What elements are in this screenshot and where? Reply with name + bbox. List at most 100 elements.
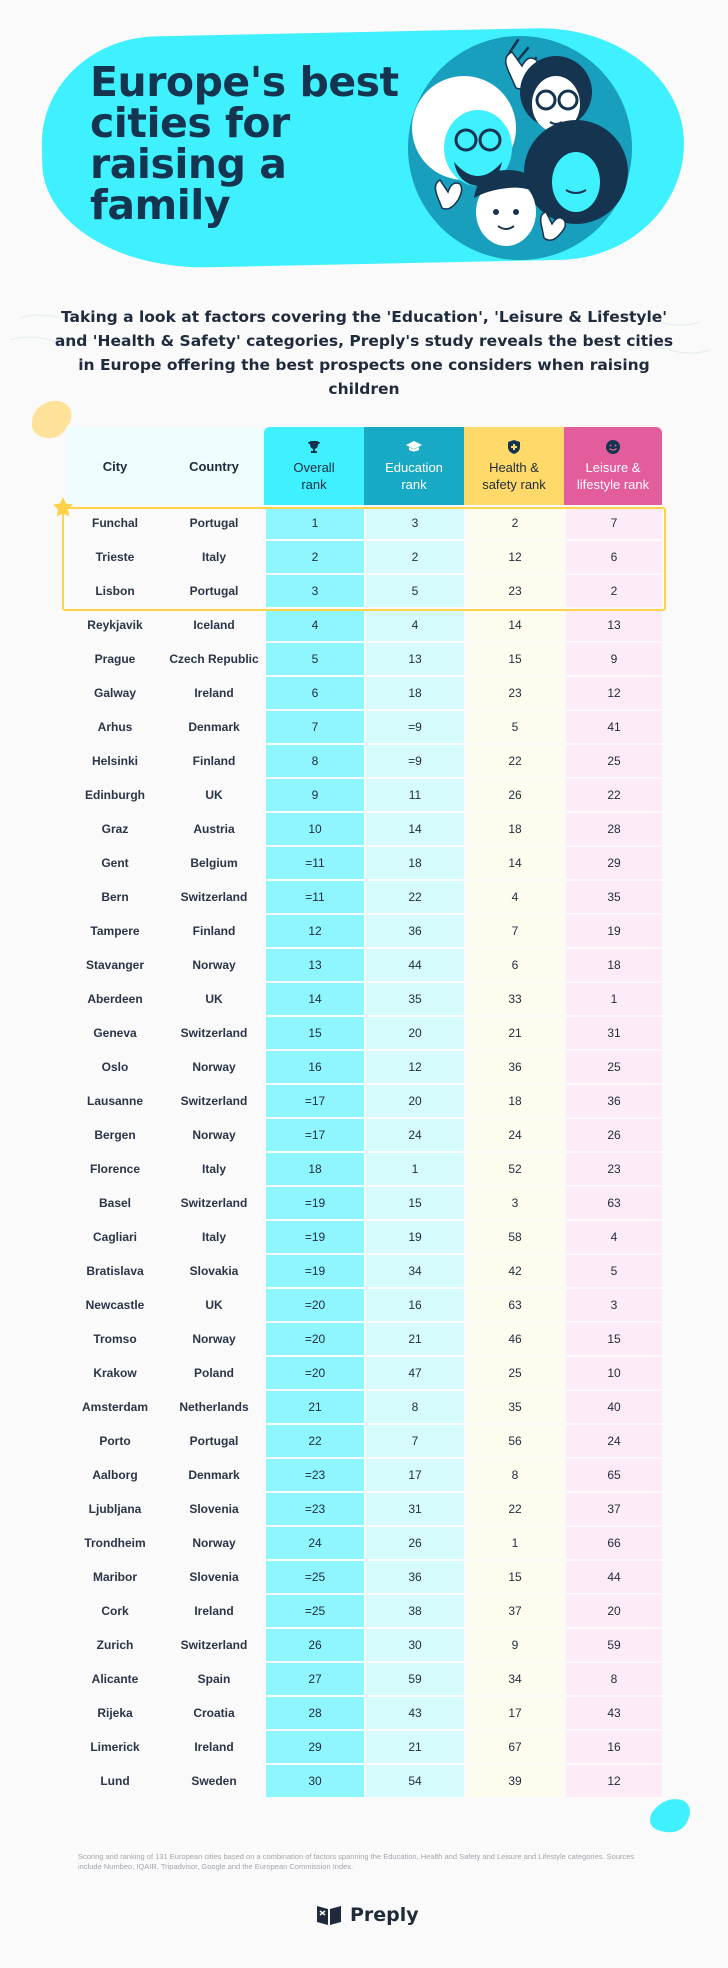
country-cell: Ireland [194,1740,234,1754]
right-hand-icon [539,211,567,241]
country-cell: Norway [192,1060,236,1074]
health-safety-rank-cell: 42 [464,1255,564,1287]
table-row: Geneva Switzerland 15 20 21 31 [66,1017,662,1051]
table-row: Trondheim Norway 24 26 1 66 [66,1527,662,1561]
city-cell: Arhus [97,720,133,734]
city-cell: Bern [101,890,129,904]
leisure-lifestyle-rank-cell: 9 [564,643,662,675]
health-safety-rank-cell: 52 [464,1153,564,1185]
health-safety-rank-cell: 1 [464,1527,564,1559]
table-row: Bratislava Slovakia =19 34 42 5 [66,1255,662,1289]
education-rank-cell: 17 [364,1459,464,1491]
overall-rank-cell: 16 [264,1051,364,1083]
header-city: City [66,427,164,505]
country-cell: Ireland [194,1604,234,1618]
education-rank-cell: =9 [364,711,464,743]
education-rank-cell: 19 [364,1221,464,1253]
leisure-lifestyle-rank-cell: 19 [564,915,662,947]
table-row: Stavanger Norway 13 44 6 18 [66,949,662,983]
education-rank-cell: 43 [364,1697,464,1729]
leisure-lifestyle-rank-cell: 12 [564,677,662,709]
country-cell: Czech Republic [169,652,259,666]
city-cell: Stavanger [85,958,145,972]
education-rank-cell: 14 [364,813,464,845]
city-cell: Edinburgh [85,788,145,802]
table-row: Cagliari Italy =19 19 58 4 [66,1221,662,1255]
overall-rank-cell: 24 [264,1527,364,1559]
country-cell: Slovakia [189,1264,239,1278]
overall-rank-cell: =17 [264,1085,364,1117]
education-rank-cell: 30 [364,1629,464,1661]
health-safety-rank-cell: 56 [464,1425,564,1457]
table-row: Aberdeen UK 14 35 33 1 [66,983,662,1017]
health-safety-rank-cell: 6 [464,949,564,981]
leisure-lifestyle-rank-cell: 20 [564,1595,662,1627]
city-cell: Graz [101,822,129,836]
city-cell: Prague [94,652,136,666]
leisure-lifestyle-rank-cell: 25 [564,1051,662,1083]
leisure-lifestyle-rank-cell: 4 [564,1221,662,1253]
city-cell: Limerick [90,1740,140,1754]
background-wave-lines [9,314,711,354]
education-rank-cell: 20 [364,1017,464,1049]
country-cell: Finland [192,924,236,938]
curly-hair-woman-face [524,120,628,224]
health-safety-rank-cell: 21 [464,1017,564,1049]
header-health-safety-rank: Health & safety rank [464,427,564,505]
left-hand-icon [434,179,463,210]
education-rank-cell: 36 [364,915,464,947]
country-cell: Norway [192,1536,236,1550]
brand-name: Preply [350,1904,419,1926]
overall-rank-cell: 4 [264,609,364,641]
country-cell: Norway [192,958,236,972]
city-cell: Trondheim [84,1536,146,1550]
city-cell: Basel [98,1196,132,1210]
city-cell: Oslo [101,1060,129,1074]
education-rank-cell: 5 [364,575,464,607]
overall-rank-cell: 29 [264,1731,364,1763]
health-safety-rank-cell: 34 [464,1663,564,1695]
education-rank-cell: 16 [364,1289,464,1321]
leisure-lifestyle-rank-cell: 2 [564,575,662,607]
country-cell: Norway [192,1128,236,1142]
star-icon [53,497,73,517]
overall-rank-cell: 21 [264,1391,364,1423]
leisure-lifestyle-rank-cell: 13 [564,609,662,641]
leisure-lifestyle-rank-cell: 1 [564,983,662,1015]
table-row: Reykjavik Iceland 4 4 14 13 [66,609,662,643]
city-cell: Galway [93,686,137,700]
preply-logo-icon [317,1906,341,1925]
health-safety-rank-cell: 3 [464,1187,564,1219]
table-row: Graz Austria 10 14 18 28 [66,813,662,847]
health-safety-rank-cell: 14 [464,609,564,641]
leisure-lifestyle-rank-cell: 5 [564,1255,662,1287]
brand-footer: Preply [316,1900,419,1930]
overall-rank-cell: 28 [264,1697,364,1729]
table-body: Funchal Portugal 1 3 2 7 Trieste Italy 2 2 12 6 Lisb… [62,507,666,1799]
leisure-lifestyle-rank-cell: 44 [564,1561,662,1593]
overall-rank-cell: =20 [264,1289,364,1321]
health-safety-rank-cell: 24 [464,1119,564,1151]
table-row: Tampere Finland 12 36 7 19 [66,915,662,949]
health-safety-rank-cell: 63 [464,1289,564,1321]
country-cell: Italy [201,1230,226,1244]
education-rank-cell: 18 [364,677,464,709]
country-cell: Switzerland [180,1094,248,1108]
health-safety-rank-cell: 22 [464,1493,564,1525]
leisure-lifestyle-rank-cell: 37 [564,1493,662,1525]
country-cell: UK [205,1298,223,1312]
table-row: Bergen Norway =17 24 24 26 [66,1119,662,1153]
page-title: Europe's best cities for raising a famil… [90,58,399,229]
table-row: Cork Ireland =25 38 37 20 [66,1595,662,1629]
overall-rank-cell: 3 [264,575,364,607]
overall-rank-cell: 14 [264,983,364,1015]
bearded-man-face [412,76,516,186]
overall-rank-cell: =17 [264,1119,364,1151]
education-rank-cell: 36 [364,1561,464,1593]
country-cell: Spain [197,1672,231,1686]
leisure-lifestyle-rank-cell: 15 [564,1323,662,1355]
city-ranking-table: City Country Overall rank Education rank… [62,427,666,1799]
cyan-blob-decoration [650,1799,690,1833]
country-cell: Portugal [189,516,239,530]
leisure-lifestyle-rank-cell: 29 [564,847,662,879]
